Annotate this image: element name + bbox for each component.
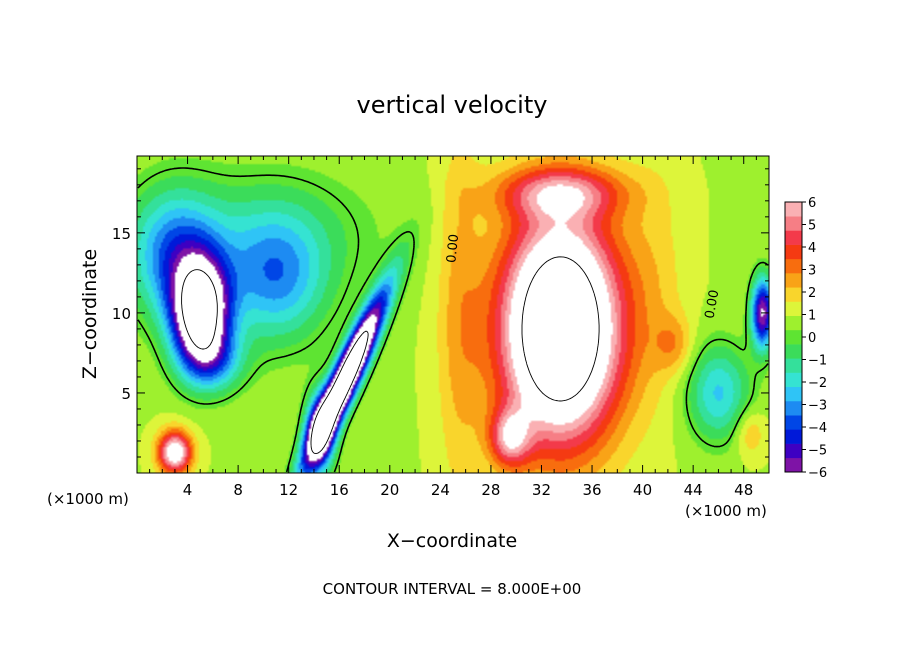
colorbar-swatch: [785, 372, 802, 388]
colorbar-swatch: [785, 358, 802, 373]
y-tick-label: 10: [112, 305, 131, 323]
colorbar-tick-label: −3: [808, 399, 827, 414]
colorbar-tick-label: −4: [808, 421, 827, 436]
colorbar-swatch: [785, 415, 802, 430]
colorbar: 6 5 4 3 2 1 0 −1 −2 −3 −4 −5 −6: [784, 196, 827, 481]
x-tick-label: 32: [532, 481, 551, 499]
colorbar-swatch: [785, 457, 802, 473]
x-axis-ticks: 4 8 12 16 20 24 28 32 36 40 44 48: [149, 156, 757, 499]
contour-lines: [137, 167, 769, 473]
x-tick-label: 20: [380, 481, 399, 499]
colorbar-tick-label: −5: [808, 444, 827, 459]
colorbar-tick-label: 4: [808, 241, 816, 256]
x-tick-label: 44: [684, 481, 703, 499]
colorbar-swatch: [785, 443, 802, 459]
x-tick-label: 40: [633, 481, 652, 499]
x-tick-label: 4: [183, 481, 193, 499]
colorbar-swatch: [785, 258, 802, 274]
colorbar-swatch: [785, 344, 802, 359]
colorbar-swatch: [785, 230, 802, 245]
colorbar-swatch: [785, 429, 802, 444]
x-tick-label: 12: [279, 481, 298, 499]
colorbar-swatch: [785, 287, 802, 302]
x-unit-label-left: (×1000 m): [47, 490, 129, 508]
colorbar-swatch: [785, 315, 802, 331]
colorbar-tick-label: 0: [808, 331, 816, 346]
x-tick-label: 16: [330, 481, 349, 499]
colorbar-tick-label: 5: [808, 219, 816, 234]
contour-negative: [181, 269, 369, 455]
velocity-field: [137, 156, 769, 473]
y-axis-label: Z−coordinate: [79, 249, 101, 379]
colorbar-swatch: [785, 273, 802, 288]
chart-title: vertical velocity: [357, 91, 548, 119]
x-axis-label: X−coordinate: [387, 530, 517, 552]
y-axis-ticks: 5 10 15: [112, 168, 769, 458]
colorbar-tick-label: 2: [808, 286, 816, 301]
contour-positive: [521, 256, 600, 402]
x-tick-label: 48: [734, 481, 753, 499]
x-tick-label: 28: [481, 481, 500, 499]
x-tick-label: 36: [582, 481, 601, 499]
y-tick-label: 5: [121, 385, 131, 403]
x-tick-label: 8: [233, 481, 243, 499]
colorbar-tick-label: 1: [808, 309, 816, 324]
colorbar-swatch: [785, 202, 802, 217]
colorbar-swatch: [785, 329, 802, 345]
x-tick-label: 24: [431, 481, 450, 499]
colorbar-tick-label: −1: [808, 354, 827, 369]
contour-zero: [137, 167, 769, 473]
contour-labels: 0.00 0.00: [444, 233, 722, 320]
y-tick-label: 15: [112, 225, 131, 243]
colorbar-tick-label: 3: [808, 264, 816, 279]
colorbar-tick-label: −6: [808, 466, 827, 481]
colorbar-swatch: [785, 244, 802, 260]
colorbar-tick-label: −2: [808, 376, 827, 391]
colorbar-swatch: [785, 386, 802, 402]
contour-interval-note: CONTOUR INTERVAL = 8.000E+00: [323, 580, 582, 598]
colorbar-tick-label: 6: [808, 196, 816, 211]
colorbar-swatch: [785, 301, 802, 316]
contour-label-1: 0.00: [703, 289, 723, 320]
colorbar-swatch: [785, 400, 802, 416]
contour-label-0: 0.00: [444, 233, 462, 263]
x-unit-label-right: (×1000 m): [685, 502, 767, 520]
colorbar-swatch: [785, 216, 802, 231]
